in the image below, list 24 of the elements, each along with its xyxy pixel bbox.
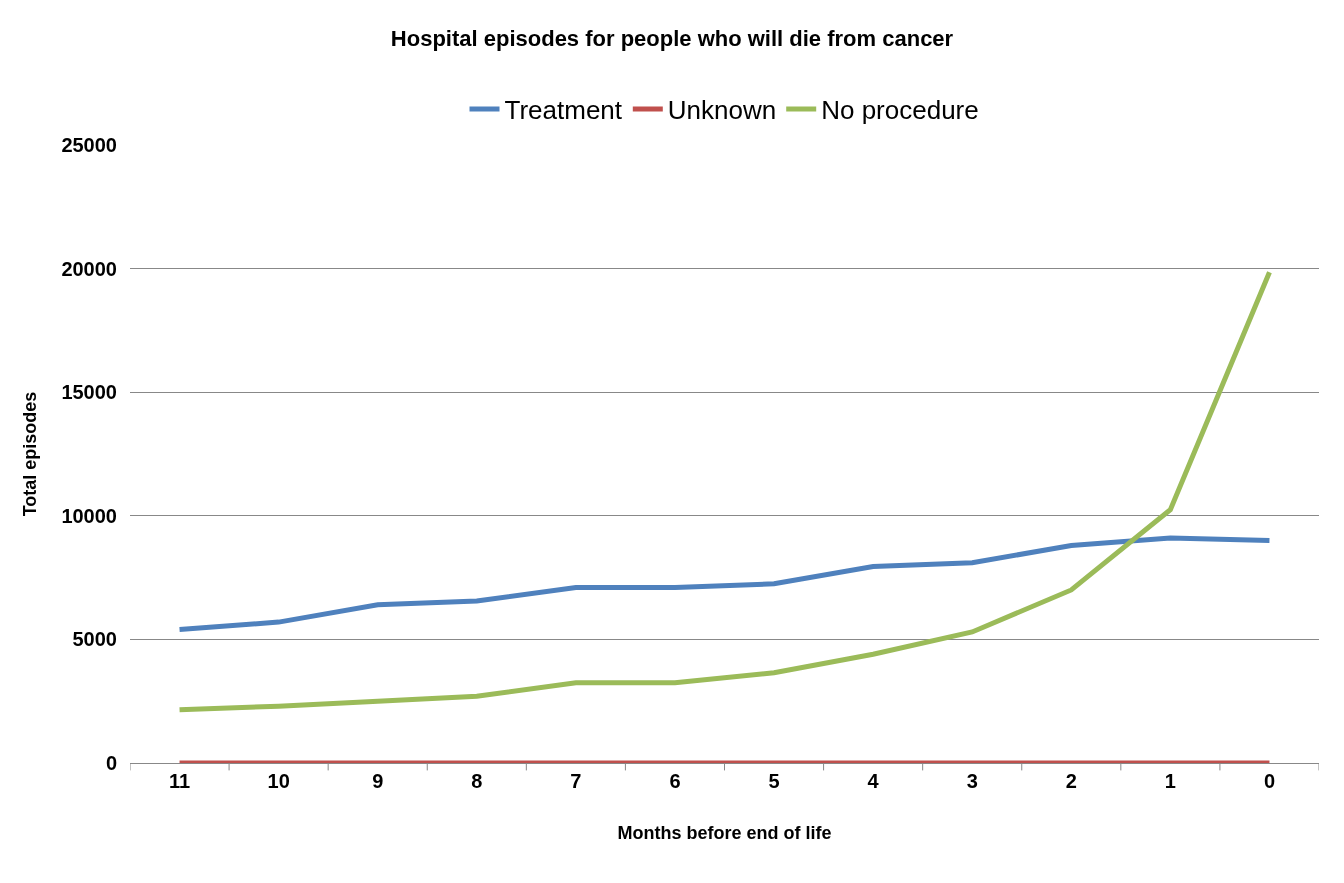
chart-title: Hospital episodes for people who will die from cancer xyxy=(390,26,954,52)
x-tick-label: 8 xyxy=(471,770,483,792)
x-tick-label: 6 xyxy=(669,770,681,792)
x-tick-label: 10 xyxy=(267,770,290,792)
x-tick-label: 3 xyxy=(966,770,978,792)
x-tick-label: 5 xyxy=(768,770,780,792)
y-tick-label: 0 xyxy=(105,752,117,774)
x-tick-label: 7 xyxy=(570,770,582,792)
y-axis-title: Total episodes xyxy=(19,391,40,517)
y-tick-label: 10000 xyxy=(61,504,117,527)
y-tick-label: 20000 xyxy=(61,257,117,280)
x-axis-title: Months before end of life xyxy=(617,823,832,844)
x-tick-label: 0 xyxy=(1263,770,1276,792)
x-tick-label: 1 xyxy=(1164,770,1176,792)
x-tick-label: 11 xyxy=(168,770,191,792)
legend-label: No procedure xyxy=(821,95,979,126)
y-tick-label: 15000 xyxy=(61,381,117,404)
x-tick-label: 4 xyxy=(867,770,880,792)
x-tick-label: 9 xyxy=(372,770,384,792)
y-tick-label: 25000 xyxy=(61,134,117,156)
legend-label: Unknown xyxy=(667,95,777,126)
y-tick-label: 5000 xyxy=(72,628,117,651)
x-tick-label: 2 xyxy=(1065,770,1077,792)
legend-label: Treatment xyxy=(504,95,623,126)
